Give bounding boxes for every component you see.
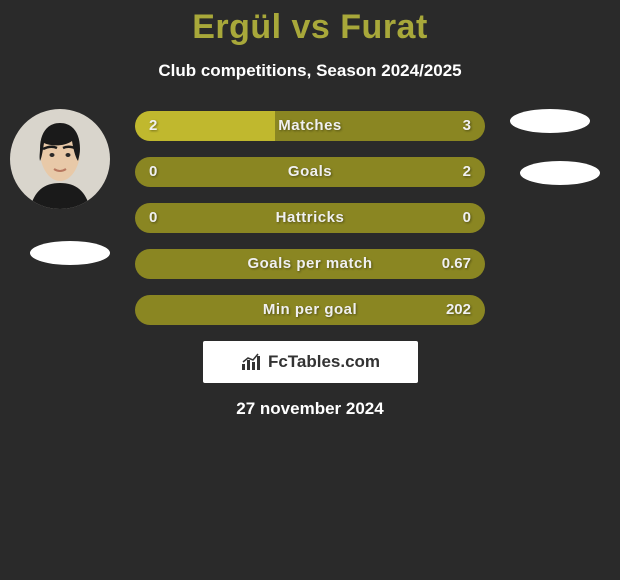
stat-value-right: 0.67	[442, 249, 471, 279]
stat-value-left: 2	[149, 111, 157, 141]
player-left-badge	[30, 241, 110, 265]
stat-label: Min per goal	[135, 295, 485, 325]
footer-logo: FcTables.com	[203, 341, 418, 383]
stat-value-left: 0	[149, 203, 157, 233]
stat-value-right: 2	[463, 157, 471, 187]
stat-row: Goals0 2	[135, 157, 485, 187]
stat-row: Matches2 3	[135, 111, 485, 141]
chart-icon	[240, 352, 264, 372]
footer-logo-text: FcTables.com	[268, 352, 380, 372]
stat-label: Hattricks	[135, 203, 485, 233]
stat-value-right: 0	[463, 203, 471, 233]
comparison-panel: Matches23Goals02Hattricks00Goals per mat…	[0, 109, 620, 325]
stat-row: Goals per match0.67	[135, 249, 485, 279]
player-right-badge-1	[510, 109, 590, 133]
stat-label: Matches	[135, 111, 485, 141]
stat-row: Min per goal202	[135, 295, 485, 325]
stat-value-right: 202	[446, 295, 471, 325]
stat-value-right: 3	[463, 111, 471, 141]
stat-row: Hattricks0 0	[135, 203, 485, 233]
stat-value-left: 0	[149, 157, 157, 187]
player-left-avatar	[10, 109, 110, 209]
stat-label: Goals	[135, 157, 485, 187]
footer-date: 27 november 2024	[0, 399, 620, 419]
stat-label: Goals per match	[135, 249, 485, 279]
player-right-badge-2	[520, 161, 600, 185]
page-title: Ergül vs Furat	[0, 0, 620, 47]
subtitle: Club competitions, Season 2024/2025	[0, 61, 620, 81]
stat-bars: Matches23Goals02Hattricks00Goals per mat…	[135, 109, 485, 325]
